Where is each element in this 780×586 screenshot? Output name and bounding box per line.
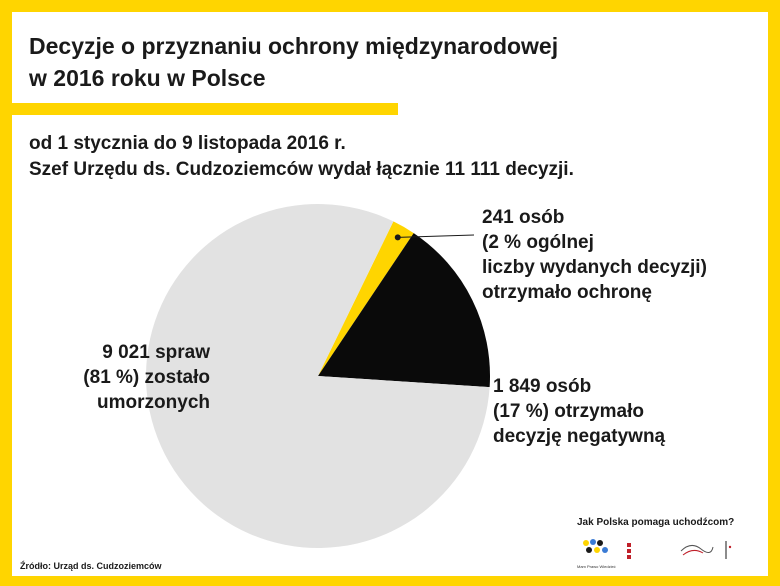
third-partner-logo	[677, 537, 715, 571]
frame-left-border	[0, 0, 12, 586]
pie-slice-dismissed	[146, 203, 490, 548]
label-dismissed-line2: (81 %) zostało	[83, 367, 210, 388]
chart-subtitle: od 1 stycznia do 9 listopada 2016 r. Sze…	[29, 131, 749, 183]
label-protected: 241 osób (2 % ogólnej liczby wydanych de…	[482, 205, 707, 305]
chart-title-line2: w 2016 roku w Polsce	[29, 65, 266, 91]
uchodzcy-info-mark	[725, 541, 732, 559]
swoosh-icon	[680, 545, 714, 556]
partner-logos: Mam Prawo Wiedzieć	[577, 537, 767, 571]
uchodzcy-info-logo	[722, 537, 767, 571]
label-negative-line2: (17 %) otrzymało	[493, 401, 644, 422]
label-dismissed-line1: 9 021 spraw	[102, 342, 210, 363]
sip-logo	[627, 537, 673, 571]
mam-prawo-wiedziec-logo: Mam Prawo Wiedzieć	[577, 537, 619, 571]
leader-dot-protected	[394, 234, 401, 241]
frame-bottom-border	[0, 576, 780, 586]
label-negative-line3: decyzję negatywną	[493, 426, 666, 447]
leader-line-protected	[397, 234, 475, 238]
chart-title: Decyzje o przyznaniu ochrony międzynarod…	[29, 30, 749, 94]
pie-slice-protected	[318, 221, 414, 376]
people-icon	[583, 539, 608, 553]
title-underline-bar	[0, 103, 398, 115]
chart-title-line1: Decyzje o przyznaniu ochrony międzynarod…	[29, 33, 559, 59]
label-negative: 1 849 osób (17 %) otrzymało decyzję nega…	[493, 374, 665, 449]
label-protected-line1: 241 osób	[482, 207, 565, 228]
footer-question: Jak Polska pomaga uchodźcom?	[577, 517, 735, 528]
label-dismissed-line3: umorzonych	[97, 392, 210, 413]
label-protected-line4: otrzymało ochronę	[482, 282, 652, 303]
frame-right-border	[768, 0, 780, 586]
source-note: Źródło: Urząd ds. Cudzoziemców	[20, 561, 162, 571]
label-dismissed: 9 021 spraw (81 %) zostało umorzonych	[40, 340, 210, 415]
frame-top-border	[0, 0, 780, 12]
label-protected-line3: liczby wydanych decyzji)	[482, 257, 707, 278]
chart-subtitle-line2: Szef Urzędu ds. Cudzoziemców wydał łączn…	[29, 159, 574, 180]
label-protected-line2: (2 % ogólnej	[482, 232, 594, 253]
label-negative-line1: 1 849 osób	[493, 376, 592, 397]
mam-prawo-wiedziec-text: Mam Prawo Wiedzieć	[577, 564, 616, 569]
sip-emblem-icon	[627, 543, 631, 559]
chart-subtitle-line1: od 1 stycznia do 9 listopada 2016 r.	[29, 133, 346, 154]
pie-slice-negative	[318, 233, 490, 388]
